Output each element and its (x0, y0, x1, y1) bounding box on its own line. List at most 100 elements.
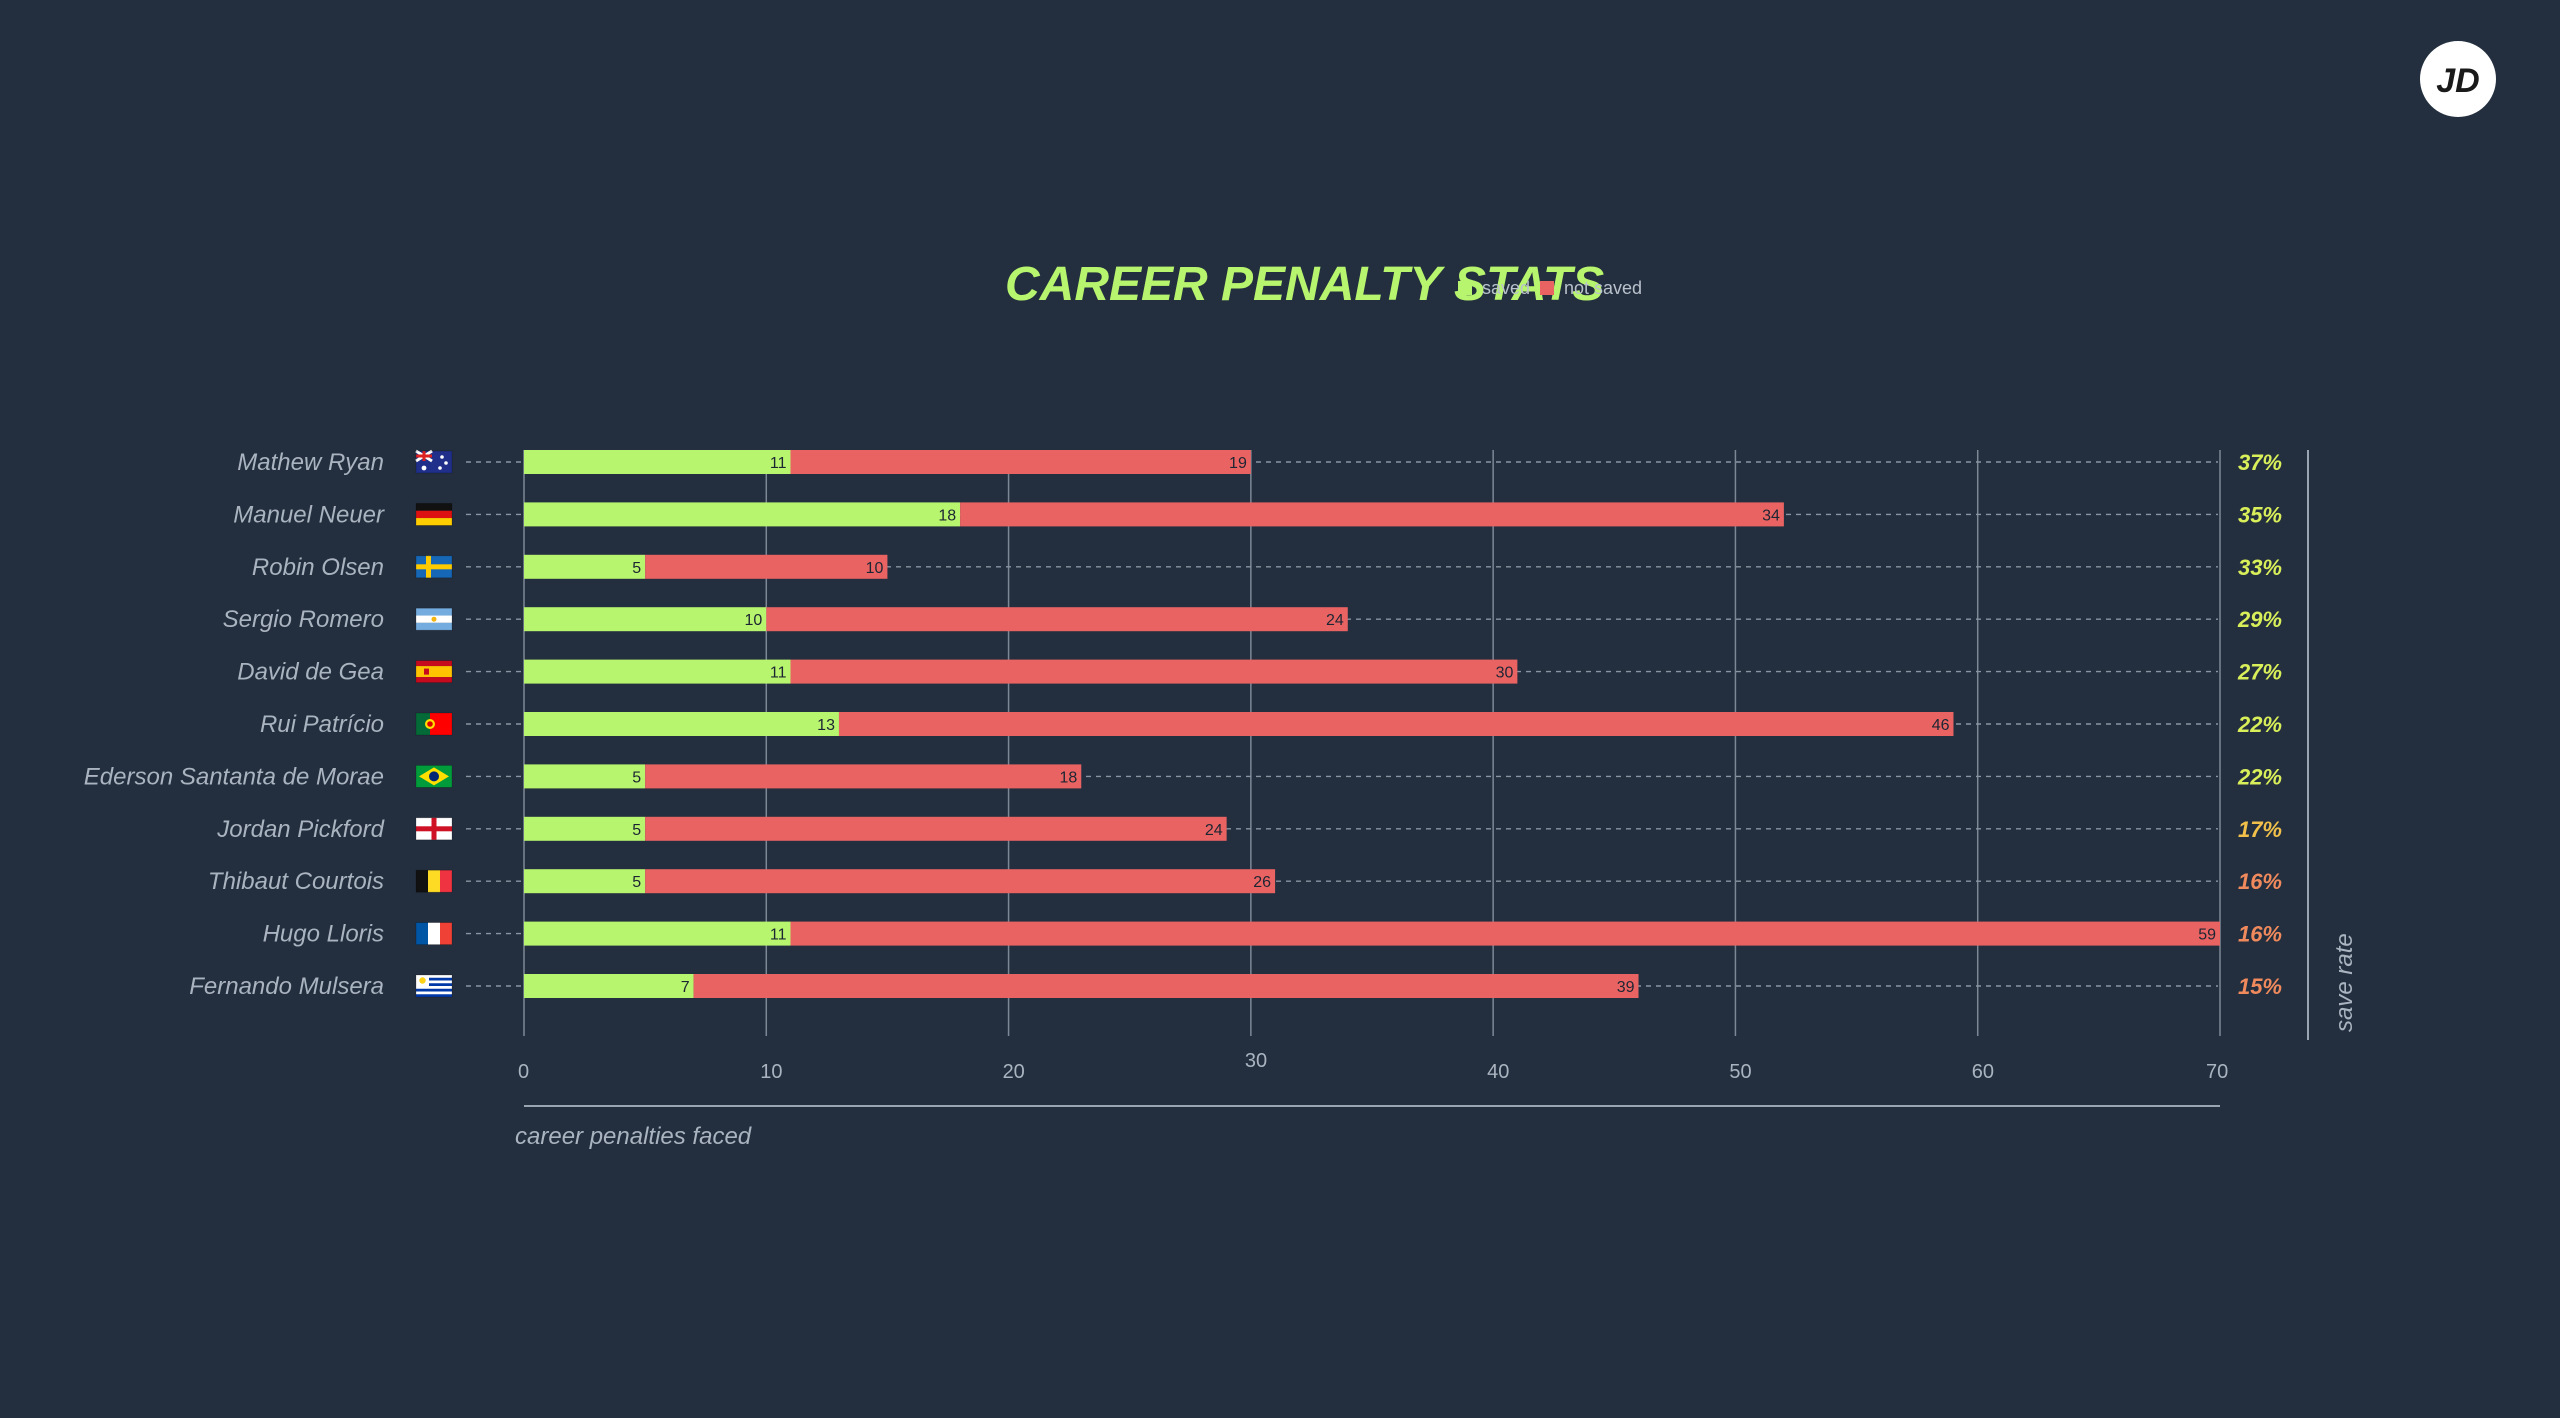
flag-australia-icon (415, 449, 453, 474)
save-rate-value: 27% (2237, 660, 2282, 685)
save-rate-value: 37% (2238, 450, 2282, 475)
save-rate-axis-title: save rate (2331, 933, 2358, 1032)
flag-france-icon (415, 922, 453, 945)
bar-saved-value: 11 (770, 455, 787, 472)
legend-not-saved-swatch (1540, 281, 1554, 295)
save-rate-value: 22% (2237, 712, 2282, 737)
flags (415, 449, 453, 998)
bar-not-saved (766, 607, 1348, 632)
bar-saved (524, 921, 791, 946)
flag-spain-icon (415, 660, 453, 683)
bar-saved-value: 5 (632, 874, 641, 891)
x-ticks: 0 10 20 30 40 50 60 70 (518, 1050, 2228, 1083)
flag-portugal-icon (415, 712, 453, 736)
grid-layer (523, 450, 2309, 1107)
x-axis-title: career penalties faced (515, 1123, 752, 1150)
bar-saved (524, 607, 767, 632)
player-name: Thibaut Courtois (208, 868, 384, 895)
save-rate-value: 33% (2238, 555, 2282, 580)
player-name: David de Gea (237, 659, 384, 686)
bar-not-saved (645, 869, 1276, 894)
save-rate-value: 15% (2238, 974, 2282, 999)
jd-logo-badge (2420, 41, 2496, 117)
bar-not-saved (838, 712, 1954, 736)
bar-saved (524, 450, 791, 474)
x-tick-label: 70 (2206, 1061, 2228, 1083)
bar-not-saved (790, 659, 1518, 684)
player-name: Manuel Neuer (233, 501, 385, 528)
player-name: Fernando Mulsera (189, 973, 384, 1000)
bar-saved-value: 5 (632, 560, 641, 577)
legend: saved not saved (1458, 278, 1642, 298)
flag-brazil-icon (415, 765, 453, 788)
jd-logo: JD (2420, 41, 2496, 117)
save-rate-value: 22% (2237, 764, 2282, 789)
bar-not-saved-value: 24 (1205, 822, 1223, 839)
bar-not-saved-value: 10 (866, 560, 884, 577)
player-name: Robin Olsen (252, 554, 384, 581)
bar-saved (524, 816, 646, 841)
row-labels: 11 19 Mathew Ryan 18 34 Manuel Neuer 5 10 Robin … (84, 449, 2216, 1000)
bar-saved (524, 502, 961, 527)
legend-saved-label: saved (1482, 278, 1530, 298)
x-tick-label: 30 (1245, 1050, 1267, 1072)
bar-saved-value: 18 (938, 507, 956, 524)
bar-not-saved (960, 502, 1784, 527)
player-name: Ederson Santanta de Morae (84, 763, 384, 790)
bar-not-saved-value: 39 (1617, 979, 1635, 996)
bar-saved (524, 659, 791, 684)
x-tick-label: 10 (760, 1061, 782, 1083)
bar-not-saved-value: 26 (1253, 874, 1271, 891)
bar-not-saved-value: 30 (1496, 665, 1514, 682)
bar-saved-value: 10 (744, 612, 762, 629)
flag-belgium-icon (415, 869, 453, 893)
bar-saved (524, 869, 646, 894)
player-name: Rui Patrício (260, 711, 384, 738)
x-tick-label: 0 (518, 1061, 529, 1083)
chart-title: CAREER PENALTY STATS (1005, 258, 1604, 311)
flag-england-icon (415, 817, 453, 841)
bar-saved-value: 7 (681, 979, 690, 996)
x-tick-label: 50 (1729, 1061, 1751, 1083)
bar-saved-value: 5 (632, 822, 641, 839)
bar-not-saved-value: 19 (1229, 455, 1247, 472)
player-name: Sergio Romero (223, 606, 384, 633)
flag-argentina-icon (415, 607, 453, 631)
bar-saved-value: 11 (770, 927, 787, 944)
bar-saved (524, 712, 839, 736)
bar-saved-value: 13 (817, 717, 835, 734)
bar-not-saved (645, 764, 1082, 789)
save-rate-value: 35% (2238, 502, 2282, 527)
bar-not-saved (693, 974, 1639, 998)
bar-not-saved-value: 34 (1762, 507, 1780, 524)
save-rate-value: 17% (2238, 817, 2282, 842)
save-rate-value: 16% (2238, 922, 2282, 947)
bar-not-saved-value: 24 (1326, 612, 1344, 629)
flag-germany-icon (415, 502, 453, 526)
save-rate-value: 16% (2238, 869, 2282, 894)
bar-not-saved-value: 18 (1059, 769, 1077, 786)
x-tick-label: 20 (1003, 1061, 1025, 1083)
bar-not-saved (645, 816, 1227, 841)
bar-saved (524, 554, 646, 579)
x-tick-label: 40 (1487, 1061, 1509, 1083)
bar-saved-value: 11 (770, 665, 787, 682)
save-rates: 37% 35% 33% 29% 27% 22% 22% 17% 16% 16% 15% (2237, 450, 2282, 999)
flag-uruguay-icon (415, 974, 453, 998)
legend-saved-swatch (1458, 281, 1472, 295)
x-tick-label: 60 (1972, 1061, 1994, 1083)
player-name: Hugo Lloris (263, 921, 384, 948)
bars (524, 450, 2220, 998)
bar-not-saved (790, 450, 1251, 474)
bar-saved-value: 5 (632, 769, 641, 786)
bar-not-saved (790, 921, 2220, 946)
bar-not-saved-value: 46 (1932, 717, 1950, 734)
flag-sweden-icon (415, 555, 453, 579)
bar-not-saved (645, 554, 888, 579)
player-name: Jordan Pickford (216, 816, 384, 843)
legend-not-saved-label: not saved (1564, 278, 1642, 298)
jd-logo-text: JD (2436, 62, 2479, 100)
bar-not-saved-value: 59 (2198, 927, 2216, 944)
